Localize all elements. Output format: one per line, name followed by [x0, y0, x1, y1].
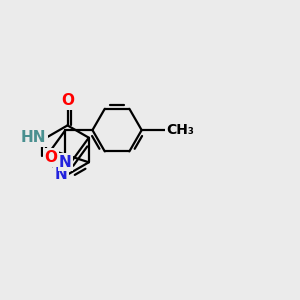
Text: CH₃: CH₃	[166, 123, 194, 137]
Text: N: N	[55, 167, 68, 182]
Text: O: O	[61, 93, 74, 108]
Text: N: N	[59, 155, 72, 170]
Text: HN: HN	[21, 130, 46, 145]
Text: O: O	[44, 150, 57, 165]
